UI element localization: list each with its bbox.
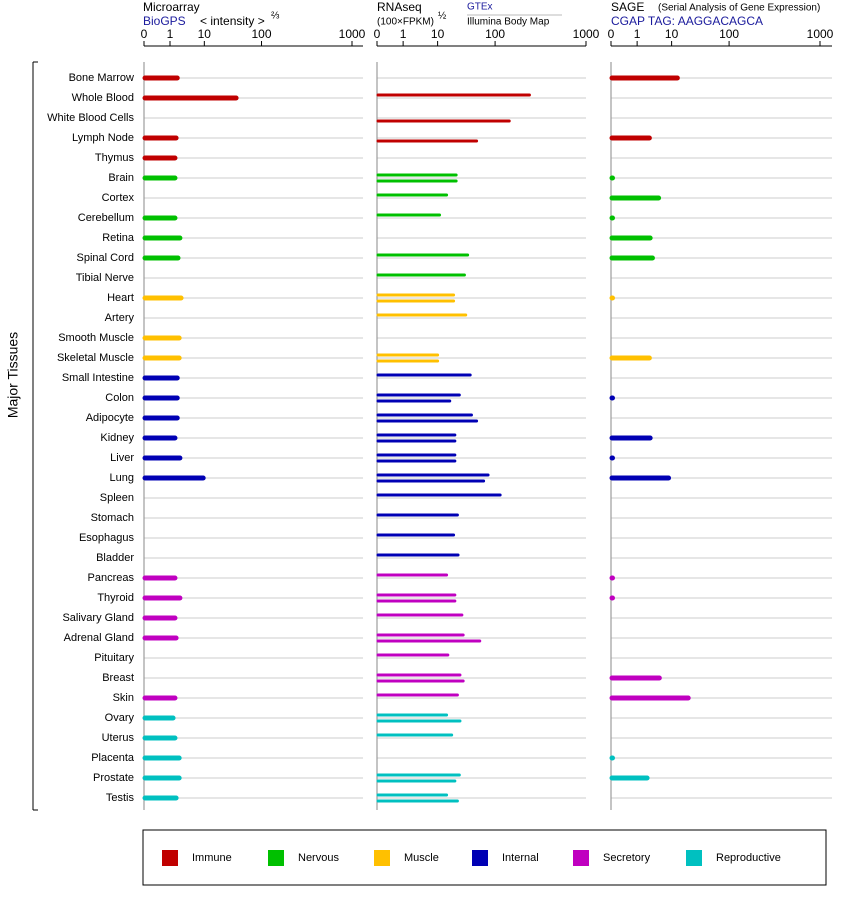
category-label: Heart <box>107 292 134 304</box>
legend-box <box>142 829 827 886</box>
legend-swatch <box>573 850 589 866</box>
category-label: Colon <box>105 392 134 404</box>
category-label: Spleen <box>100 492 134 504</box>
category-label: Kidney <box>100 432 134 444</box>
x-tick-label: 1 <box>634 27 641 41</box>
category-label: Stomach <box>91 512 134 524</box>
x-tick-label: 0 <box>608 27 615 41</box>
category-label: Uterus <box>102 732 135 744</box>
x-tick-label: 0 <box>374 27 381 41</box>
category-label: Pituitary <box>94 652 134 664</box>
category-label: Prostate <box>93 772 134 784</box>
category-label: Lung <box>110 472 134 484</box>
category-label: Lymph Node <box>72 132 134 144</box>
x-tick-label: 100 <box>485 27 505 41</box>
series-label: GTEx <box>467 2 493 13</box>
x-tick-label: 1000 <box>573 27 600 41</box>
legend-label: Secretory <box>603 852 651 864</box>
category-label: Salivary Gland <box>62 612 134 624</box>
legend-swatch <box>162 850 178 866</box>
category-label: Spinal Cord <box>77 252 134 264</box>
series-label: Illumina Body Map <box>467 17 550 28</box>
panel-title: RNAseq <box>377 0 422 14</box>
category-label: Smooth Muscle <box>58 332 134 344</box>
x-tick-label: 1 <box>400 27 407 41</box>
panel-note: (Serial Analysis of Gene Expression) <box>658 3 820 14</box>
category-label: Esophagus <box>79 532 135 544</box>
category-label: Placenta <box>91 752 135 764</box>
category-label: Liver <box>110 452 134 464</box>
x-tick-label: 100 <box>252 27 272 41</box>
x-tick-label: 1000 <box>807 27 834 41</box>
legend-swatch <box>686 850 702 866</box>
category-label: Whole Blood <box>72 92 134 104</box>
category-label: Cerebellum <box>78 212 134 224</box>
category-label: Tibial Nerve <box>76 272 134 284</box>
category-label: Breast <box>102 672 134 684</box>
category-label: Skeletal Muscle <box>57 352 134 364</box>
legend-swatch <box>268 850 284 866</box>
category-label: Thyroid <box>97 592 134 604</box>
category-label: Adipocyte <box>86 412 134 424</box>
panel-subtitle: CGAP TAG: AAGGACAGCA <box>611 14 763 28</box>
category-label: Skin <box>113 692 134 704</box>
x-label-power: ½ <box>438 11 447 22</box>
category-label: Testis <box>106 792 135 804</box>
x-tick-label: 100 <box>719 27 739 41</box>
category-label: Ovary <box>105 712 135 724</box>
legend-swatch <box>374 850 390 866</box>
x-tick-label: 10 <box>431 27 445 41</box>
category-label: Artery <box>105 312 135 324</box>
category-label: Adrenal Gland <box>64 632 134 644</box>
category-label: Brain <box>108 172 134 184</box>
x-label-power: ⅔ <box>271 11 280 22</box>
category-label: Pancreas <box>88 572 135 584</box>
panel-title: SAGE <box>611 0 644 14</box>
legend-label: Nervous <box>298 852 339 864</box>
category-label: Cortex <box>102 192 135 204</box>
x-tick-label: 0 <box>141 27 148 41</box>
y-label: Major Tissues <box>5 332 21 418</box>
x-label: < intensity > <box>200 14 265 28</box>
legend-label: Immune <box>192 852 232 864</box>
legend-label: Reproductive <box>716 852 781 864</box>
category-label: White Blood Cells <box>47 112 134 124</box>
x-tick-label: 1 <box>167 27 174 41</box>
panel-subtitle: BioGPS <box>143 14 186 28</box>
x-tick-label: 1000 <box>339 27 366 41</box>
category-label: Bladder <box>96 552 134 564</box>
category-label: Bone Marrow <box>69 72 134 84</box>
legend-label: Internal <box>502 852 539 864</box>
category-label: Retina <box>102 232 135 244</box>
category-label: Small Intestine <box>62 372 134 384</box>
x-label: (100×FPKM) <box>377 17 434 28</box>
x-tick-label: 10 <box>198 27 212 41</box>
legend-swatch <box>472 850 488 866</box>
panel-title: Microarray <box>143 0 200 14</box>
legend-label: Muscle <box>404 852 439 864</box>
category-label: Thymus <box>95 152 135 164</box>
x-tick-label: 10 <box>665 27 679 41</box>
